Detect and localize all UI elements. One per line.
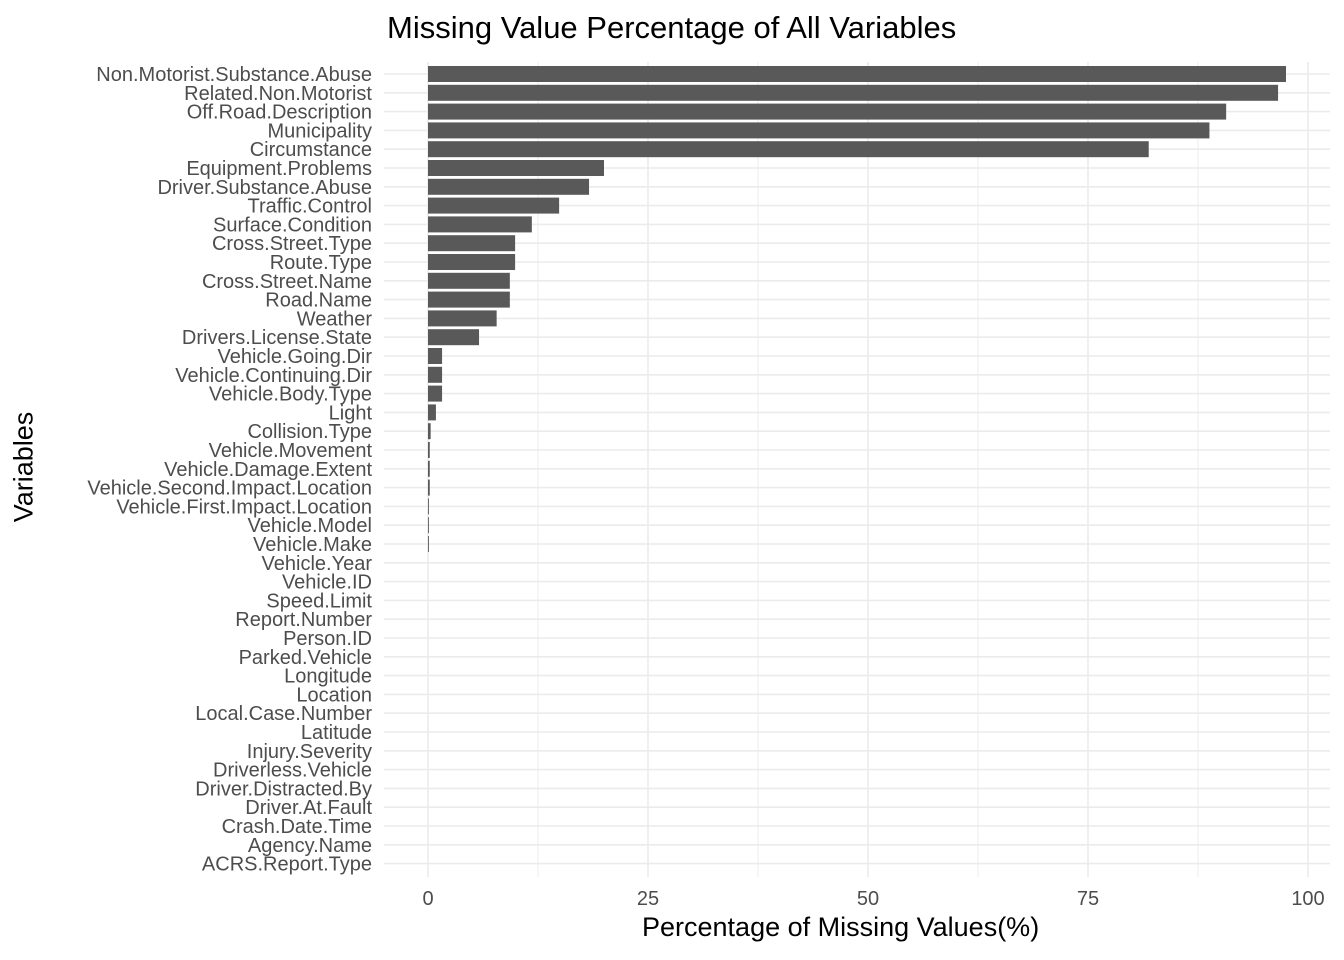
y-tick-label: Weather: [297, 308, 373, 330]
chart-title: Missing Value Percentage of All Variable…: [387, 10, 957, 45]
y-tick-label: Vehicle.Year: [262, 553, 373, 575]
y-tick-label: Driver.Substance.Abuse: [157, 177, 372, 199]
y-tick-label: Vehicle.Second.Impact.Location: [87, 478, 372, 500]
bar: [428, 385, 443, 402]
y-tick-label: ACRS.Report.Type: [202, 854, 372, 876]
bar: [428, 460, 430, 477]
y-tick-label: Injury.Severity: [247, 741, 372, 763]
x-tick-label: 0: [422, 888, 433, 910]
bar: [428, 404, 436, 421]
y-tick-label: Related.Non.Motorist: [184, 83, 372, 105]
x-axis-label: Percentage of Missing Values(%): [642, 912, 1040, 942]
y-tick-label: Vehicle.Body.Type: [209, 384, 372, 406]
y-tick-label: Location: [296, 684, 372, 706]
bar: [428, 310, 497, 327]
y-tick-label: Vehicle.Movement: [209, 440, 373, 462]
y-tick-label: Latitude: [301, 722, 372, 744]
y-tick-label: Driver.At.Fault: [245, 797, 372, 819]
bar: [428, 442, 430, 458]
y-tick-label: Off.Road.Description: [187, 102, 372, 124]
bar: [428, 254, 516, 270]
y-axis-label: Variables: [8, 411, 39, 523]
y-tick-label: Vehicle.Continuing.Dir: [175, 365, 372, 387]
y-tick-label: Non.Motorist.Substance.Abuse: [96, 64, 372, 86]
bar: [428, 84, 1279, 101]
y-tick-label: Equipment.Problems: [186, 158, 372, 180]
y-tick-label: Vehicle.Model: [247, 515, 372, 537]
y-tick-label: Driverless.Vehicle: [213, 760, 372, 782]
bar: [428, 329, 480, 346]
bar: [428, 517, 429, 534]
y-tick-label: Speed.Limit: [266, 590, 372, 612]
y-tick-label: Vehicle.Damage.Extent: [164, 459, 372, 481]
bar: [428, 103, 1227, 120]
bar: [428, 178, 590, 195]
bar: [428, 272, 510, 289]
bar: [428, 423, 431, 440]
y-tick-label: Light: [329, 402, 373, 424]
x-tick-label: 100: [1291, 888, 1324, 910]
bar: [428, 141, 1149, 158]
y-tick-label: Cross.Street.Name: [202, 271, 372, 293]
y-tick-label: Local.Case.Number: [195, 703, 372, 725]
y-tick-label: Traffic.Control: [248, 196, 372, 218]
bar: [428, 66, 1286, 82]
bar: [428, 498, 429, 515]
bar: [428, 479, 430, 496]
y-tick-label: Vehicle.First.Impact.Location: [116, 496, 372, 518]
x-tick-label: 25: [637, 888, 659, 910]
bar: [428, 197, 560, 214]
y-tick-label: Municipality: [268, 120, 372, 142]
bar: [428, 216, 532, 233]
y-tick-label: Circumstance: [250, 139, 372, 161]
y-tick-label: Surface.Condition: [213, 214, 372, 236]
bar: [428, 122, 1210, 139]
bar: [428, 536, 429, 552]
bar: [428, 160, 604, 176]
y-tick-label: Vehicle.Make: [253, 534, 372, 556]
x-tick-label: 50: [857, 888, 879, 910]
y-tick-label: Vehicle.ID: [282, 572, 372, 594]
bar: [428, 291, 510, 308]
bar: [428, 366, 443, 383]
y-tick-label: Crash.Date.Time: [222, 816, 372, 838]
y-tick-label: Vehicle.Going.Dir: [217, 346, 372, 368]
y-tick-label: Person.ID: [283, 628, 372, 650]
y-tick-label: Parked.Vehicle: [239, 647, 372, 669]
bar: [428, 235, 516, 252]
y-tick-label: Cross.Street.Type: [212, 233, 372, 255]
y-tick-label: Drivers.License.State: [182, 327, 372, 349]
y-tick-label: Road.Name: [265, 290, 372, 312]
y-tick-label: Route.Type: [270, 252, 372, 274]
y-tick-label: Longitude: [284, 666, 372, 688]
bar: [428, 348, 443, 364]
y-tick-label: Report.Number: [235, 609, 372, 631]
y-tick-label: Collision.Type: [247, 421, 372, 443]
x-tick-label: 75: [1077, 888, 1099, 910]
y-tick-label: Driver.Distracted.By: [195, 778, 372, 800]
y-tick-label: Agency.Name: [248, 835, 372, 857]
